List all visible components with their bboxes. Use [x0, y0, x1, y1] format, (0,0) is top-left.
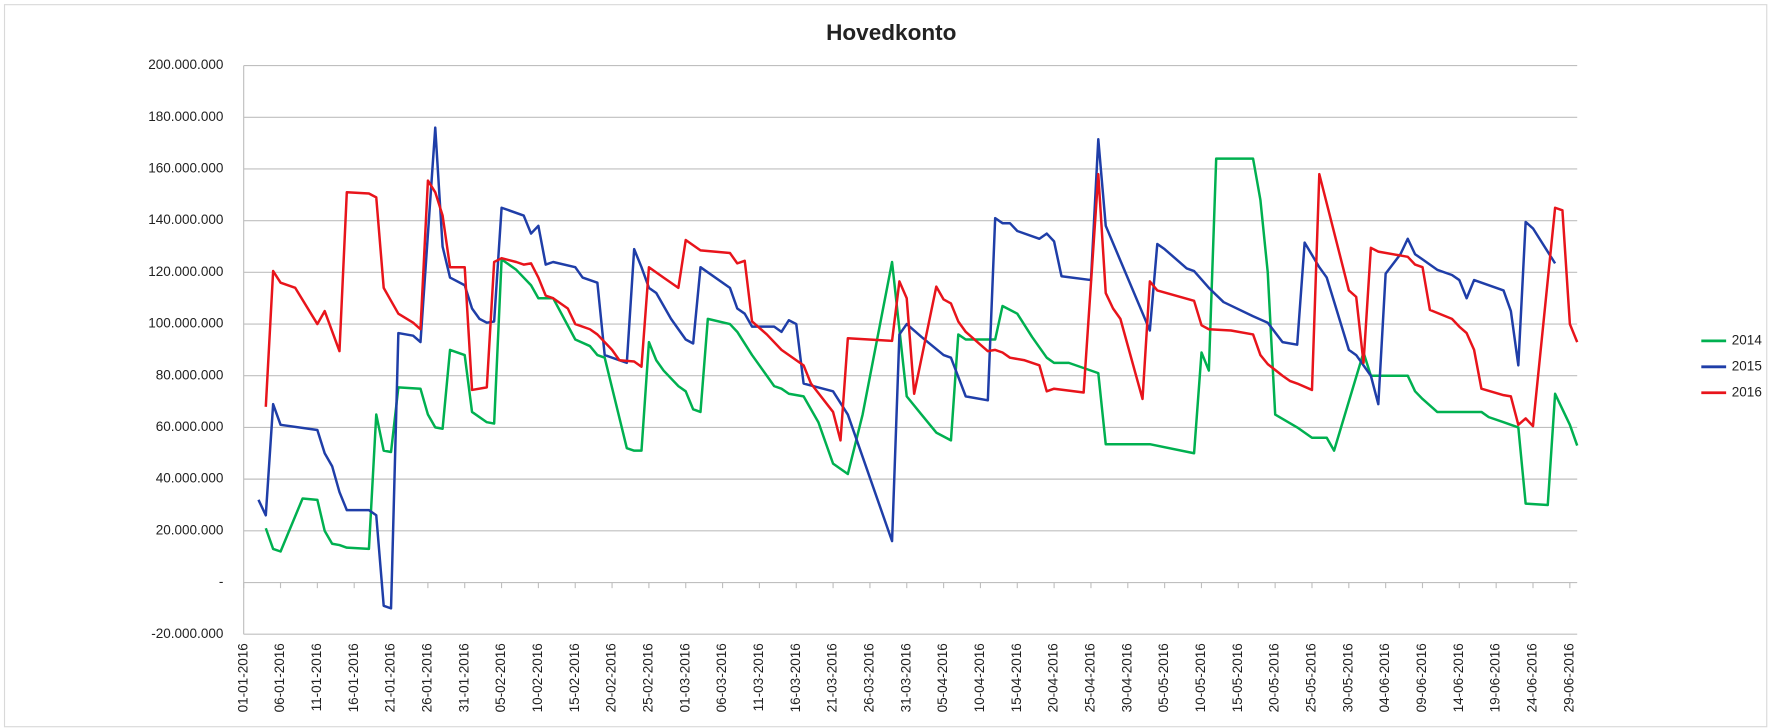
y-tick-label: 80.000.000 [156, 367, 224, 382]
y-tick-label: 140.000.000 [148, 212, 223, 227]
series-line [257, 126, 1557, 610]
y-tick-label: 60.000.000 [156, 419, 224, 434]
x-tick-label: 05-04-2016 [935, 643, 950, 712]
x-tick-label: 16-01-2016 [346, 643, 361, 712]
x-tick-label: 26-01-2016 [419, 643, 434, 712]
x-tick-label: 29-06-2016 [1561, 643, 1576, 712]
x-tick-label: 25-02-2016 [640, 643, 655, 712]
x-tick-label: 06-01-2016 [272, 643, 287, 712]
x-tick-label: 09-06-2016 [1414, 643, 1429, 712]
x-tick-label: 14-06-2016 [1451, 643, 1466, 712]
x-tick-label: 20-02-2016 [604, 643, 619, 712]
x-tick-label: 16-03-2016 [788, 643, 803, 712]
y-tick-label: 180.000.000 [148, 109, 223, 124]
chart-border [3, 4, 1768, 728]
x-tick-label: 26-03-2016 [862, 643, 877, 712]
x-tick-label: 25-05-2016 [1304, 643, 1319, 712]
x-tick-label: 15-04-2016 [1009, 643, 1024, 712]
x-tick-label: 21-01-2016 [383, 643, 398, 712]
x-tick-label: 10-05-2016 [1193, 643, 1208, 712]
y-tick-label: 20.000.000 [156, 522, 224, 537]
x-tick-label: 24-06-2016 [1525, 643, 1540, 712]
x-tick-label: 21-03-2016 [825, 643, 840, 712]
y-tick-label: 200.000.000 [148, 57, 223, 72]
x-tick-label: 25-04-2016 [1083, 643, 1098, 712]
x-tick-label: 15-05-2016 [1230, 643, 1245, 712]
y-tick-label: 40.000.000 [156, 471, 224, 486]
x-tick-label: 30-05-2016 [1340, 643, 1355, 712]
x-tick-label: 19-06-2016 [1488, 643, 1503, 712]
series-line [264, 157, 1579, 553]
series-line [264, 172, 1579, 442]
chart-title: Hovedkonto [826, 20, 956, 45]
x-tick-label: 10-04-2016 [972, 643, 987, 712]
x-tick-label: 01-03-2016 [677, 643, 692, 712]
x-tick-label: 31-03-2016 [898, 643, 913, 712]
x-tick-label: 06-03-2016 [714, 643, 729, 712]
y-tick-label: -20.000.000 [151, 626, 223, 641]
x-tick-label: 10-02-2016 [530, 643, 545, 712]
x-tick-label: 05-02-2016 [493, 643, 508, 712]
x-tick-label: 31-01-2016 [456, 643, 471, 712]
x-tick-label: 05-05-2016 [1156, 643, 1171, 712]
x-tick-label: 01-01-2016 [235, 643, 250, 712]
x-tick-label: 20-04-2016 [1046, 643, 1061, 712]
x-tick-label: 04-06-2016 [1377, 643, 1392, 712]
x-tick-label: 30-04-2016 [1119, 643, 1134, 712]
x-tick-label: 15-02-2016 [567, 643, 582, 712]
x-tick-label: 11-01-2016 [309, 643, 324, 711]
legend-label: 2014 [1732, 332, 1763, 347]
legend-label: 2016 [1732, 384, 1762, 399]
y-tick-label: - [219, 574, 224, 589]
y-tick-label: 160.000.000 [148, 161, 223, 176]
y-tick-label: 120.000.000 [148, 264, 223, 279]
y-tick-label: 100.000.000 [148, 316, 223, 331]
x-tick-label: 20-05-2016 [1267, 643, 1282, 712]
x-tick-label: 11-03-2016 [751, 643, 766, 711]
legend-label: 2015 [1732, 358, 1762, 373]
